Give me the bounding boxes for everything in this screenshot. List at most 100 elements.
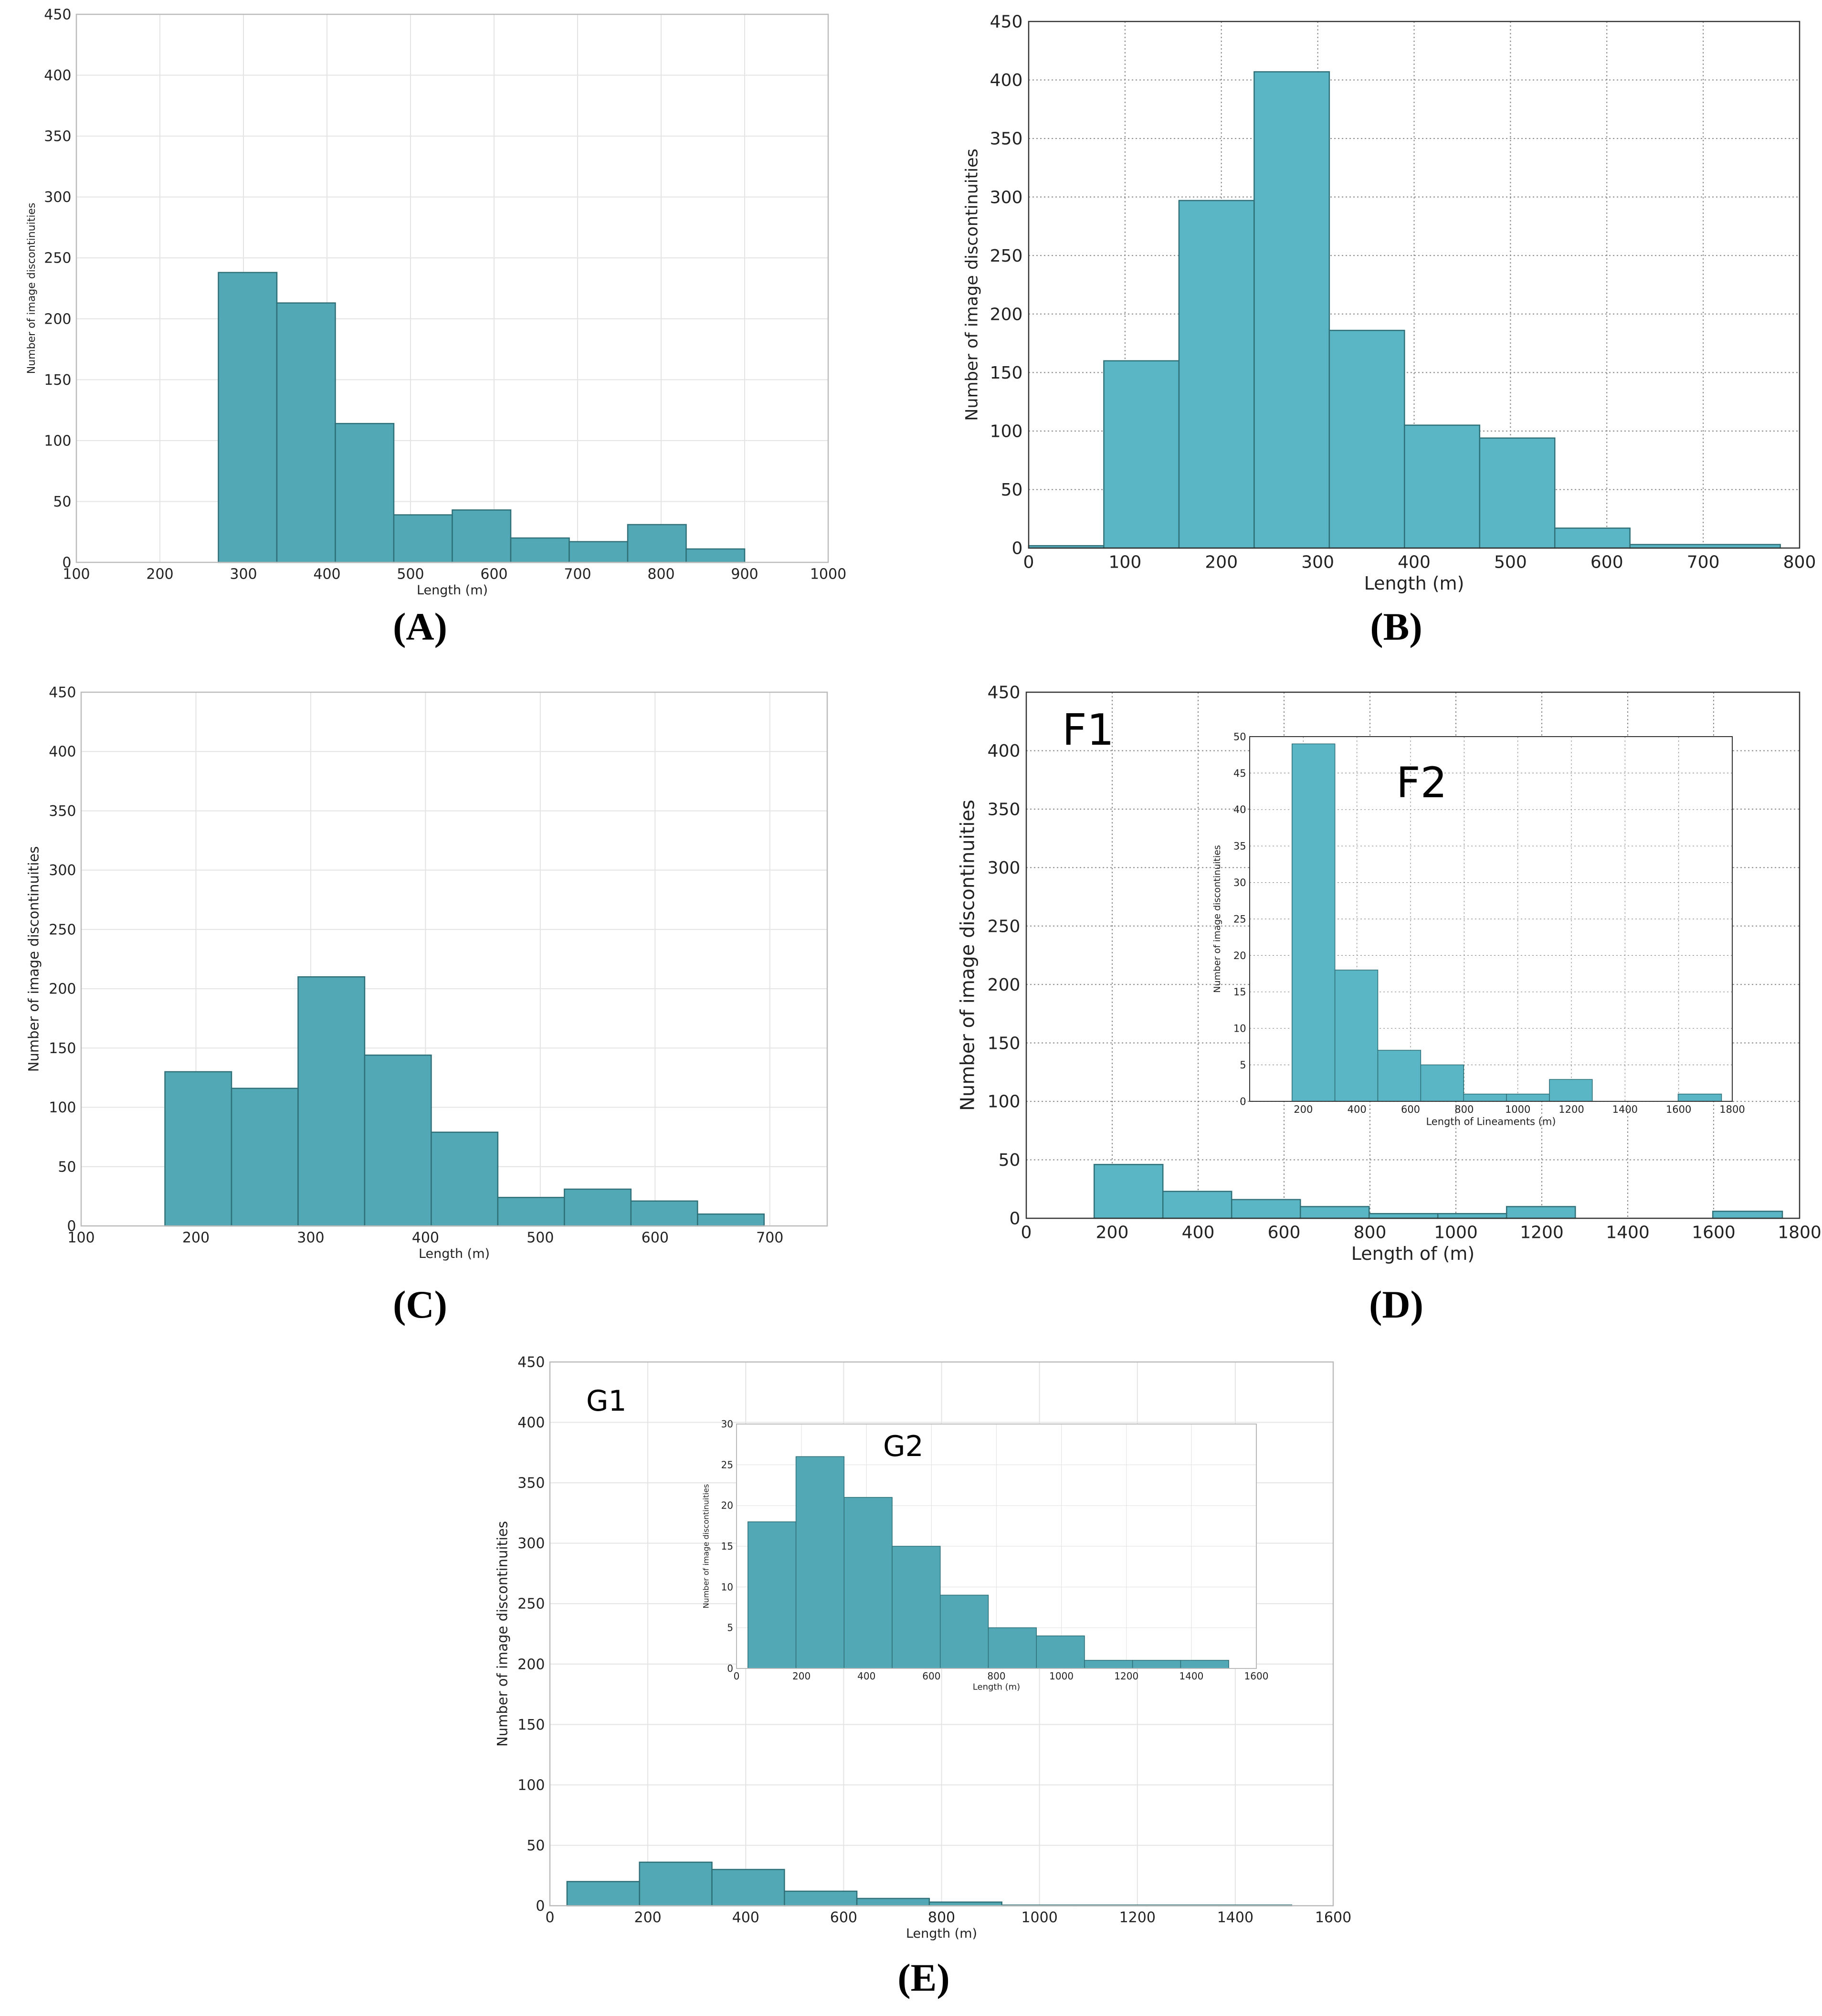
x-tick-label: 200 [792, 1670, 811, 1682]
y-tick-label: 400 [988, 741, 1021, 761]
chart-a: 100 200 300 400 500 600 700 800 900 1000 0 50 100 150… [26, 7, 846, 649]
y-tick-label: 15 [1233, 986, 1246, 998]
plot-frame [1028, 21, 1801, 549]
y-tick-label: 350 [517, 1475, 545, 1492]
y-tick-label: 350 [990, 129, 1023, 149]
x-axis-title: Length of (m) [1351, 1243, 1475, 1264]
plot-area [76, 14, 828, 562]
x-tick-label: 1200 [1559, 1104, 1584, 1115]
histogram-bar [1334, 970, 1379, 1102]
histogram-bar [639, 1861, 713, 1907]
x-tick-label: 500 [527, 1230, 554, 1246]
histogram-bar [1093, 1164, 1164, 1219]
histogram-bar [1231, 1199, 1301, 1219]
histogram-bar [630, 1200, 698, 1227]
y-tick-label: 150 [49, 1040, 76, 1057]
x-tick-label: 800 [1783, 552, 1816, 572]
x-tick-label: 400 [1182, 1223, 1215, 1242]
histogram-bar [1132, 1660, 1181, 1669]
histogram-bar [276, 302, 336, 563]
x-tick-label: 0 [1021, 1223, 1032, 1242]
x-tick-label: 1000 [1021, 1910, 1057, 1926]
y-tick-label: 400 [49, 744, 76, 760]
x-tick-label: 600 [830, 1910, 857, 1926]
panel-label: (A) [393, 605, 447, 648]
x-tick-label: 0 [1023, 552, 1034, 572]
x-tick-label: 1800 [1778, 1223, 1822, 1242]
x-tick-label: 400 [1398, 552, 1431, 572]
histogram-bar [452, 509, 512, 563]
y-tick-label: 200 [44, 311, 71, 327]
y-tick-label: 35 [1233, 841, 1246, 852]
x-tick-label: 400 [1348, 1104, 1367, 1115]
y-tick-label: 350 [44, 128, 71, 145]
y-tick-label: 450 [49, 685, 76, 701]
x-tick-label: 600 [922, 1670, 940, 1682]
x-tick-label: 1000 [1049, 1670, 1074, 1682]
x-tick-label: 800 [987, 1670, 1005, 1682]
y-tick-label: 0 [62, 555, 71, 571]
inset-tag: F1 [1062, 705, 1114, 755]
chart-b: 0 100 200 300 400 500 600 700 800 0 50 100 150 200 250… [962, 12, 1816, 648]
histogram-bar [297, 976, 366, 1227]
histogram-bar [1479, 437, 1556, 549]
y-tick-label: 150 [988, 1034, 1021, 1053]
y-tick-label: 50 [1001, 480, 1023, 500]
histogram-bar [1506, 1206, 1576, 1219]
y-tick-label: 350 [49, 803, 76, 820]
x-tick-label: 1200 [1520, 1223, 1564, 1242]
y-tick-label: 5 [727, 1622, 733, 1634]
histogram-bar [795, 1456, 845, 1669]
inset-tag: G2 [883, 1430, 924, 1463]
chart-c: 100 200 300 400 500 600 700 0 50 100 150 200 250 300 3… [25, 685, 828, 1326]
y-axis-title: Number of image discontinuities [494, 1521, 510, 1747]
y-tick-label: 30 [721, 1418, 733, 1430]
y-tick-label: 150 [517, 1717, 545, 1733]
x-axis-title: Length (m) [417, 583, 488, 598]
inset-tag: G1 [586, 1384, 627, 1418]
histogram-bar [1103, 360, 1180, 549]
histogram-bar [1437, 1213, 1507, 1219]
histogram-bar [1677, 1093, 1722, 1102]
y-tick-label: 200 [990, 305, 1023, 324]
y-tick-label: 0 [1011, 539, 1022, 559]
histogram-bar [1506, 1093, 1550, 1102]
y-tick-label: 100 [988, 1092, 1021, 1112]
y-tick-label: 300 [517, 1535, 545, 1552]
y-tick-label: 0 [1009, 1209, 1020, 1229]
y-tick-label: 300 [988, 858, 1021, 878]
y-tick-label: 0 [536, 1898, 545, 1915]
histogram-bar [856, 1898, 930, 1907]
histogram-bar [748, 1521, 797, 1669]
y-tick-label: 400 [990, 71, 1023, 90]
x-tick-label: 600 [1401, 1104, 1420, 1115]
x-tick-label: 200 [1205, 552, 1238, 572]
y-tick-label: 450 [517, 1354, 545, 1371]
x-tick-label: 300 [1301, 552, 1334, 572]
y-axis-title: Number of image discontinuities [962, 148, 981, 421]
panel-label: (D) [1369, 1283, 1423, 1326]
y-tick-label: 45 [1233, 768, 1246, 779]
histogram-bar [1036, 1635, 1085, 1669]
histogram-bar [497, 1197, 565, 1227]
histogram-bar [1084, 1660, 1133, 1669]
x-tick-label: 700 [756, 1230, 783, 1246]
y-tick-label: 200 [49, 981, 76, 998]
plot-frame [549, 1361, 1334, 1907]
plot-frame [80, 691, 828, 1227]
histogram-bar [564, 1188, 632, 1227]
histogram-bar [685, 548, 746, 563]
x-tick-label: 1400 [1612, 1104, 1638, 1115]
x-tick-label: 100 [1109, 552, 1142, 572]
x-tick-label: 0 [545, 1910, 554, 1926]
x-tick-label: 200 [1294, 1104, 1313, 1115]
y-tick-label: 40 [1233, 804, 1246, 815]
y-tick-label: 30 [1233, 877, 1246, 888]
inset-tag: F2 [1396, 758, 1447, 807]
y-axis-title: Number of image discontinuities [26, 203, 38, 374]
y-tick-label: 300 [990, 188, 1023, 207]
y-tick-label: 450 [990, 12, 1023, 32]
x-tick-label: 1400 [1179, 1670, 1203, 1682]
x-tick-label: 0 [734, 1670, 740, 1682]
